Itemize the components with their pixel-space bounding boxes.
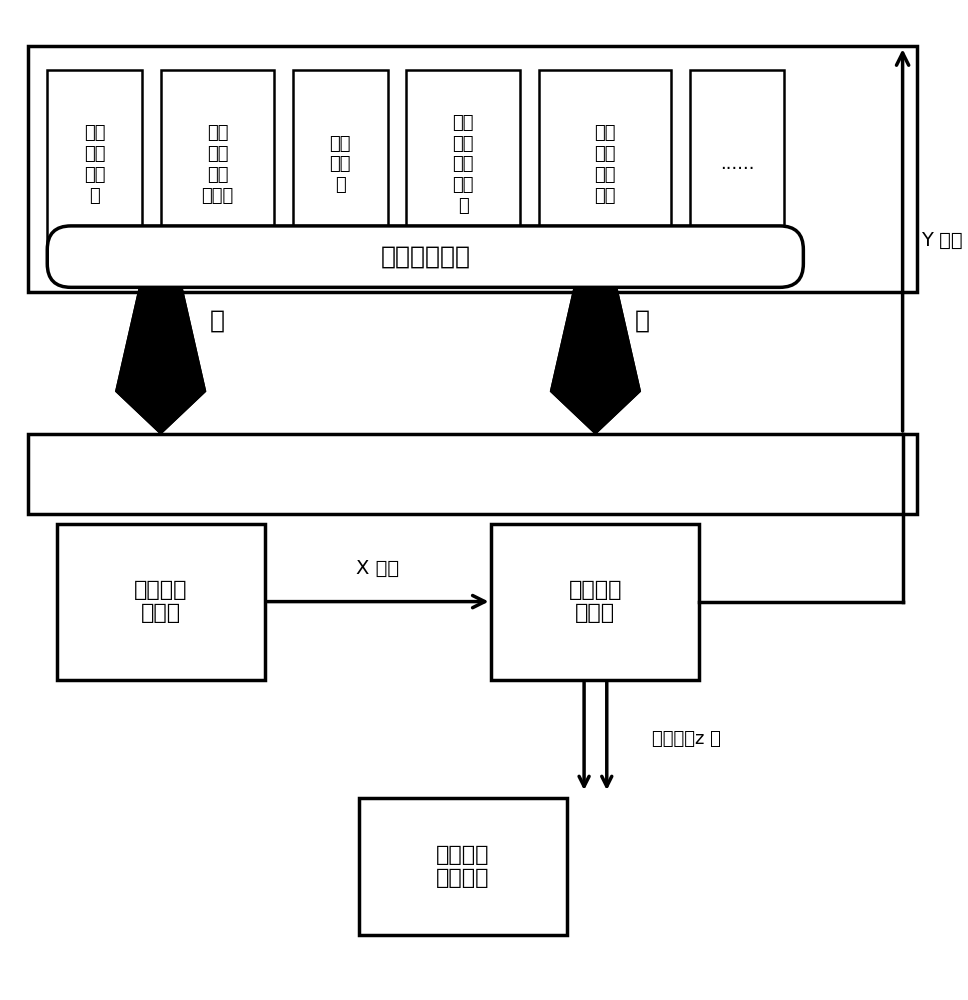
FancyBboxPatch shape bbox=[47, 226, 803, 287]
FancyBboxPatch shape bbox=[407, 70, 520, 259]
FancyBboxPatch shape bbox=[28, 434, 917, 514]
Text: 否: 否 bbox=[635, 308, 650, 332]
Text: 室内
机蒸
发器
过热度: 室内 机蒸 发器 过热度 bbox=[201, 124, 233, 205]
FancyBboxPatch shape bbox=[57, 524, 264, 680]
Text: 系统
低压
值: 系统 低压 值 bbox=[329, 135, 351, 194]
FancyBboxPatch shape bbox=[47, 70, 141, 259]
Text: Y 秒后: Y 秒后 bbox=[922, 231, 963, 250]
FancyBboxPatch shape bbox=[28, 46, 917, 292]
Text: 欠氟判断条件: 欠氟判断条件 bbox=[380, 245, 470, 269]
Text: 室外
机过
冷器
过冷
度: 室外 机过 冷器 过冷 度 bbox=[452, 114, 474, 215]
Text: 退出自动
灌注模式: 退出自动 灌注模式 bbox=[437, 845, 490, 888]
Text: X 秒后: X 秒后 bbox=[356, 559, 400, 578]
Text: 是: 是 bbox=[210, 308, 225, 332]
Text: 或总时间z 秒: 或总时间z 秒 bbox=[652, 730, 721, 748]
Text: 冷媒灌注
阀关闭: 冷媒灌注 阀关闭 bbox=[568, 580, 622, 623]
FancyBboxPatch shape bbox=[293, 70, 387, 259]
Text: 室内
机进
管温
度: 室内 机进 管温 度 bbox=[84, 124, 106, 205]
Text: 压缩
机排
气过
热度: 压缩 机排 气过 热度 bbox=[594, 124, 616, 205]
FancyBboxPatch shape bbox=[690, 70, 784, 259]
Polygon shape bbox=[116, 287, 205, 434]
Polygon shape bbox=[551, 287, 640, 434]
Text: 冷媒灌注
阀开启: 冷媒灌注 阀开启 bbox=[134, 580, 188, 623]
FancyBboxPatch shape bbox=[359, 798, 567, 935]
Text: ......: ...... bbox=[720, 155, 754, 173]
FancyBboxPatch shape bbox=[161, 70, 274, 259]
FancyBboxPatch shape bbox=[539, 70, 671, 259]
FancyBboxPatch shape bbox=[492, 524, 700, 680]
